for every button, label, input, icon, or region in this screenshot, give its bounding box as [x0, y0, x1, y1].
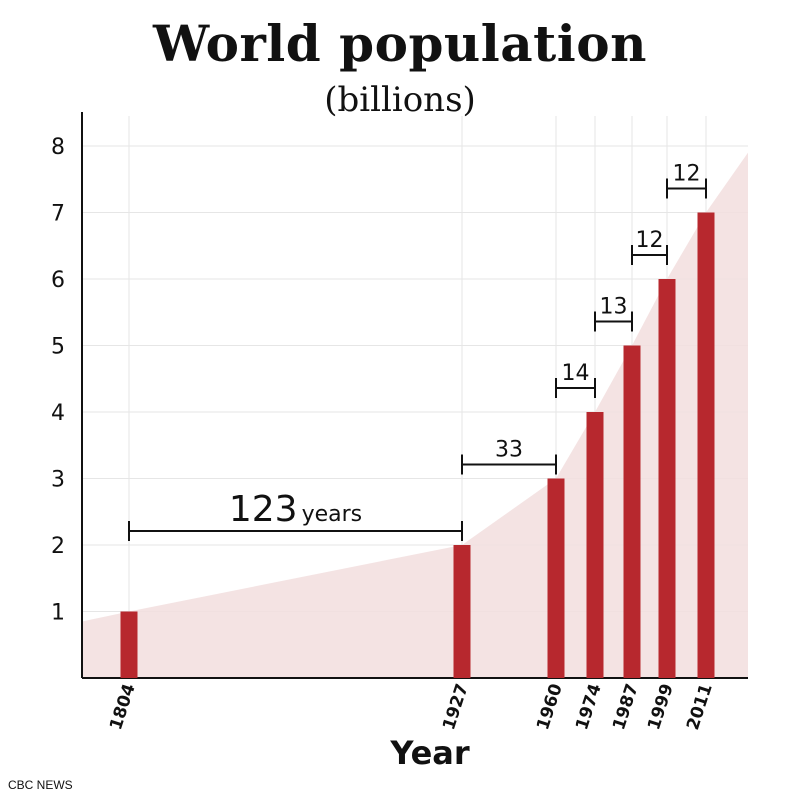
interval-label: 14 — [562, 361, 590, 386]
source-credit: CBC NEWS — [8, 778, 73, 792]
bar-1804 — [120, 611, 138, 678]
x-tick-label: 1999 — [644, 681, 678, 732]
x-tick-label: 1927 — [439, 681, 473, 732]
y-tick-label: 3 — [51, 468, 65, 493]
interval-bracket-1999-2011: 12 — [666, 162, 707, 199]
interval-bracket-1804-1927: 123 years — [128, 489, 463, 541]
interval-value: 123 — [229, 489, 298, 530]
bars — [120, 212, 715, 678]
interval-label: 13 — [600, 295, 628, 320]
interval-bracket-1927-1960: 33 — [461, 438, 557, 475]
trend-area — [82, 152, 748, 678]
x-tick-label: 1987 — [609, 681, 643, 732]
bar-2011 — [697, 212, 715, 678]
x-tick-label: 1804 — [106, 681, 140, 732]
interval-label: 33 — [495, 438, 523, 463]
y-tick-label: 7 — [51, 202, 65, 227]
interval-bracket-1987-1999: 12 — [631, 228, 668, 265]
chart-title: World population — [153, 14, 647, 73]
interval-bracket-1960-1974: 14 — [555, 361, 596, 398]
y-tick-label: 8 — [51, 135, 65, 160]
x-tick-label: 1974 — [572, 681, 606, 732]
y-tick-label: 2 — [51, 534, 65, 559]
x-tick-labels: 1804 1927 1960 1974 1987 1999 2011 — [106, 681, 717, 732]
bar-1960 — [547, 478, 565, 678]
chart-subtitle: (billions) — [324, 80, 476, 120]
bar-1927 — [453, 545, 471, 678]
y-tick-label: 6 — [51, 268, 65, 293]
x-tick-label: 2011 — [683, 681, 717, 732]
interval-label: 12 — [636, 228, 664, 253]
y-tick-labels: 1 2 3 4 5 6 7 8 — [51, 135, 65, 626]
interval-unit: years — [302, 502, 363, 527]
bar-1987 — [623, 345, 641, 678]
y-tick-label: 5 — [51, 335, 65, 360]
bar-1999 — [658, 279, 676, 678]
interval-bracket-1974-1987: 13 — [594, 295, 633, 332]
bar-1974 — [586, 412, 604, 678]
x-axis-title: Year — [389, 734, 470, 772]
interval-label: 12 — [673, 162, 701, 187]
interval-brackets: 123 years 33 14 13 12 12 — [128, 162, 707, 541]
x-tick-label: 1960 — [533, 681, 567, 732]
y-tick-label: 1 — [51, 601, 65, 626]
interval-label: 123 years — [229, 489, 362, 530]
y-tick-label: 4 — [51, 401, 65, 426]
